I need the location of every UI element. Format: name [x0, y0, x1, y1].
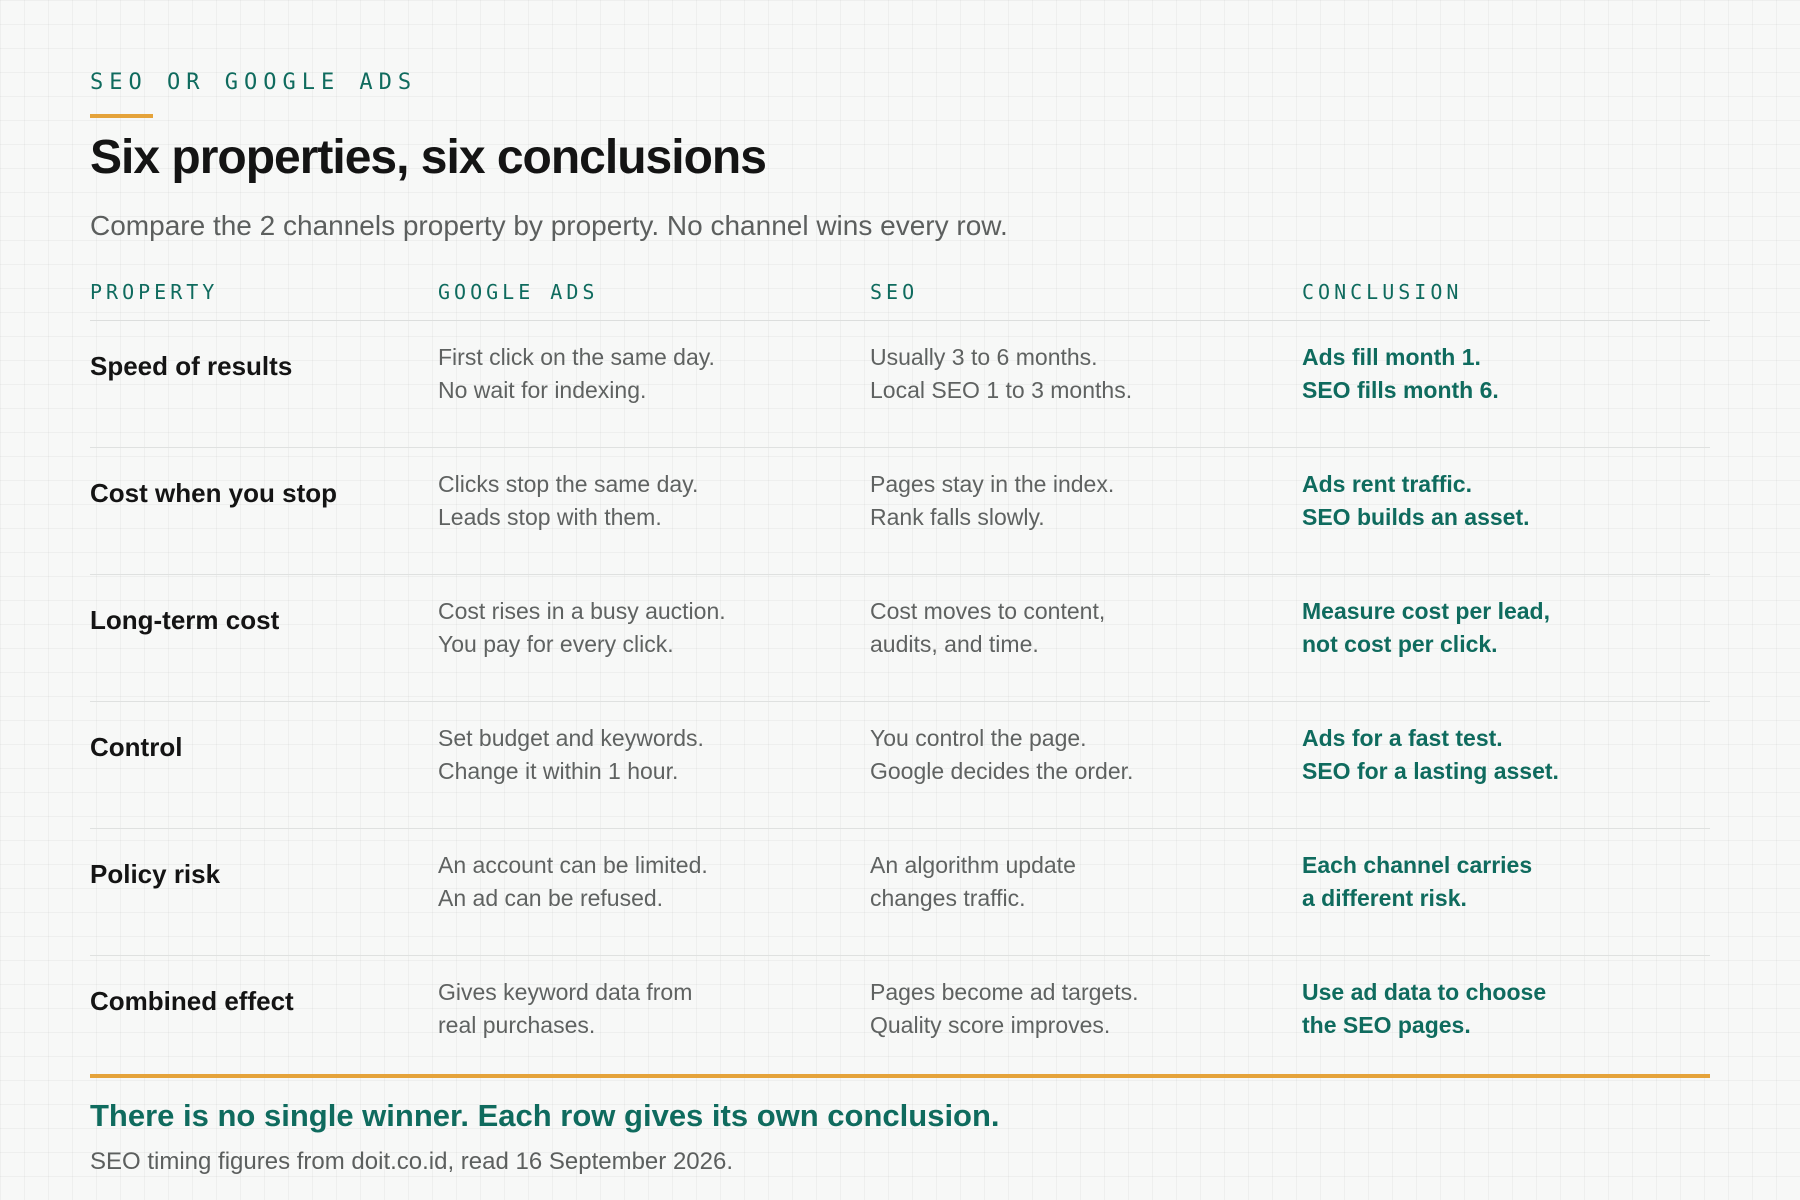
cell-line: Set budget and keywords.	[438, 725, 704, 751]
comparison-table: PROPERTY GOOGLE ADS SEO CONCLUSION Speed…	[90, 276, 1710, 1082]
cell-line: audits, and time.	[870, 631, 1039, 657]
cell-line: changes traffic.	[870, 885, 1026, 911]
cell-line: An ad can be refused.	[438, 885, 664, 911]
column-header-seo: SEO	[870, 280, 919, 304]
cell-line: Local SEO 1 to 3 months.	[870, 377, 1133, 403]
page-title: Six properties, six conclusions	[90, 131, 767, 184]
cell-line: not cost per click.	[1302, 631, 1498, 657]
seo-cell: Pages become ad targets. Quality score i…	[870, 976, 1139, 1042]
cell-line: Ads rent traffic.	[1302, 471, 1472, 497]
table-row: Control Set budget and keywords. Change …	[90, 702, 1710, 829]
cell-line: Leads stop with them.	[438, 504, 662, 530]
property-cell: Speed of results	[90, 351, 293, 381]
cell-line: SEO fills month 6.	[1302, 377, 1499, 403]
column-header-conclusion: CONCLUSION	[1302, 280, 1463, 304]
cell-line: a different risk.	[1302, 885, 1467, 911]
cell-line: An account can be limited.	[438, 852, 708, 878]
google-ads-cell: First click on the same day. No wait for…	[438, 341, 715, 407]
conclusion-cell: Ads for a fast test. SEO for a lasting a…	[1302, 722, 1559, 788]
conclusion-cell: Measure cost per lead, not cost per clic…	[1302, 595, 1550, 661]
property-cell: Policy risk	[90, 859, 221, 889]
cell-line: Usually 3 to 6 months.	[870, 344, 1098, 370]
cell-line: Rank falls slowly.	[870, 504, 1045, 530]
cell-line: Use ad data to choose	[1302, 979, 1547, 1005]
cell-line: Ads for a fast test.	[1302, 725, 1503, 751]
cell-line: the SEO pages.	[1302, 1012, 1471, 1038]
table-row: Cost when you stop Clicks stop the same …	[90, 448, 1710, 575]
table-row: Combined effect Gives keyword data from …	[90, 956, 1710, 1082]
table-row: Long-term cost Cost rises in a busy auct…	[90, 575, 1710, 702]
cell-line: Cost moves to content,	[870, 598, 1106, 624]
google-ads-cell: Clicks stop the same day. Leads stop wit…	[438, 468, 698, 534]
cell-line: No wait for indexing.	[438, 377, 647, 403]
cell-line: Clicks stop the same day.	[438, 471, 699, 497]
footer-accent-rule	[90, 1074, 1710, 1078]
cell-line: You control the page.	[870, 725, 1087, 751]
cell-line: Pages become ad targets.	[870, 979, 1139, 1005]
cell-line: Change it within 1 hour.	[438, 758, 679, 784]
cell-line: SEO for a lasting asset.	[1302, 758, 1559, 784]
property-cell: Control	[90, 732, 183, 762]
table-row: Speed of results First click on the same…	[90, 321, 1710, 448]
cell-line: Quality score improves.	[870, 1012, 1111, 1038]
source-note: SEO timing figures from doit.co.id, read…	[90, 1148, 733, 1175]
conclusion-cell: Use ad data to choose the SEO pages.	[1302, 976, 1546, 1042]
cell-line: Google decides the order.	[870, 758, 1134, 784]
table-row: Policy risk An account can be limited. A…	[90, 829, 1710, 956]
conclusion-cell: Each channel carries a different risk.	[1302, 849, 1532, 915]
seo-cell: Usually 3 to 6 months. Local SEO 1 to 3 …	[870, 341, 1132, 407]
eyebrow-accent-rule	[90, 114, 153, 118]
cell-line: SEO builds an asset.	[1302, 504, 1530, 530]
cell-line: An algorithm update	[870, 852, 1076, 878]
property-cell: Cost when you stop	[90, 478, 337, 508]
cell-line: First click on the same day.	[438, 344, 715, 370]
property-cell: Long-term cost	[90, 605, 280, 635]
cell-line: Ads fill month 1.	[1302, 344, 1481, 370]
column-header-property: PROPERTY	[90, 280, 219, 304]
seo-cell: An algorithm update changes traffic.	[870, 849, 1076, 915]
footer-conclusion: There is no single winner. Each row give…	[90, 1098, 1000, 1133]
cell-line: Pages stay in the index.	[870, 471, 1115, 497]
cell-line: Measure cost per lead,	[1302, 598, 1550, 624]
eyebrow-label: SEO OR GOOGLE ADS	[90, 70, 418, 95]
seo-cell: Pages stay in the index. Rank falls slow…	[870, 468, 1114, 534]
seo-cell: You control the page. Google decides the…	[870, 722, 1133, 788]
column-header-google-ads: GOOGLE ADS	[438, 280, 599, 304]
google-ads-cell: An account can be limited. An ad can be …	[438, 849, 708, 915]
google-ads-cell: Gives keyword data from real purchases.	[438, 976, 692, 1042]
conclusion-cell: Ads fill month 1. SEO fills month 6.	[1302, 341, 1499, 407]
cell-line: real purchases.	[438, 1012, 596, 1038]
cell-line: Each channel carries	[1302, 852, 1533, 878]
seo-cell: Cost moves to content, audits, and time.	[870, 595, 1105, 661]
cell-line: Cost rises in a busy auction.	[438, 598, 726, 624]
conclusion-cell: Ads rent traffic. SEO builds an asset.	[1302, 468, 1530, 534]
cell-line: You pay for every click.	[438, 631, 674, 657]
property-cell: Combined effect	[90, 986, 294, 1016]
google-ads-cell: Cost rises in a busy auction. You pay fo…	[438, 595, 726, 661]
table-header-row: PROPERTY GOOGLE ADS SEO CONCLUSION	[90, 276, 1710, 321]
page-subtitle: Compare the 2 channels property by prope…	[90, 210, 1008, 241]
cell-line: Gives keyword data from	[438, 979, 693, 1005]
google-ads-cell: Set budget and keywords. Change it withi…	[438, 722, 704, 788]
